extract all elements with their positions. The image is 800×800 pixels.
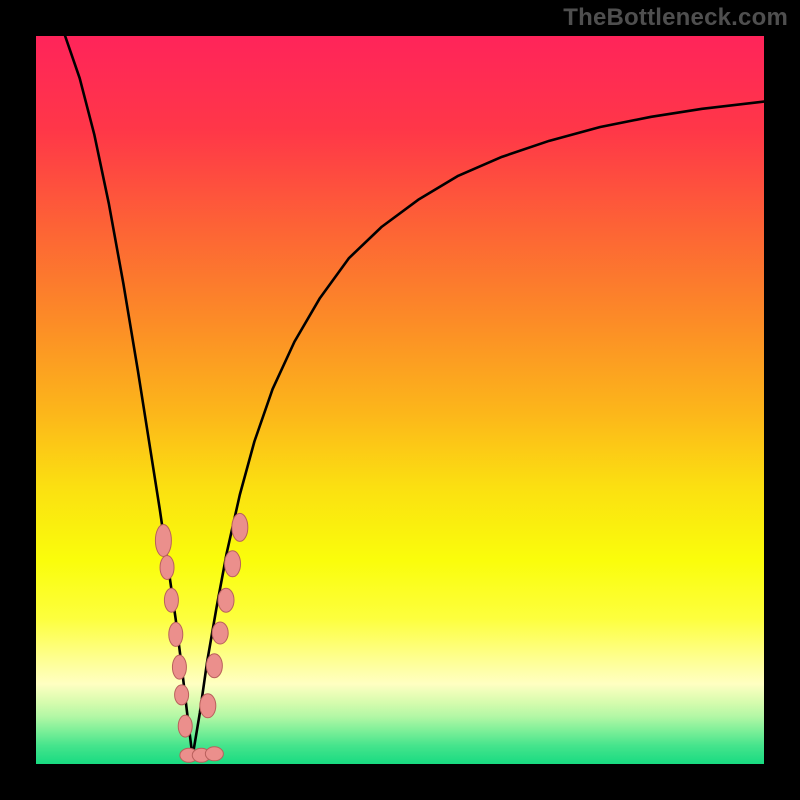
chart-outer-frame: TheBottleneck.com — [0, 0, 800, 800]
data-marker — [225, 551, 241, 577]
data-marker — [175, 685, 189, 705]
data-marker — [178, 715, 192, 737]
watermark-text: TheBottleneck.com — [563, 4, 788, 32]
plot-area — [36, 36, 764, 764]
data-marker — [155, 525, 171, 557]
data-marker — [232, 513, 248, 541]
gradient-background — [36, 36, 764, 764]
data-marker — [160, 555, 174, 579]
data-marker — [164, 588, 178, 612]
data-marker — [200, 694, 216, 718]
data-marker — [206, 654, 222, 678]
chart-svg — [36, 36, 764, 764]
data-marker — [218, 588, 234, 612]
data-marker — [212, 622, 228, 644]
data-marker — [205, 747, 223, 761]
data-marker — [172, 655, 186, 679]
data-marker — [169, 622, 183, 646]
